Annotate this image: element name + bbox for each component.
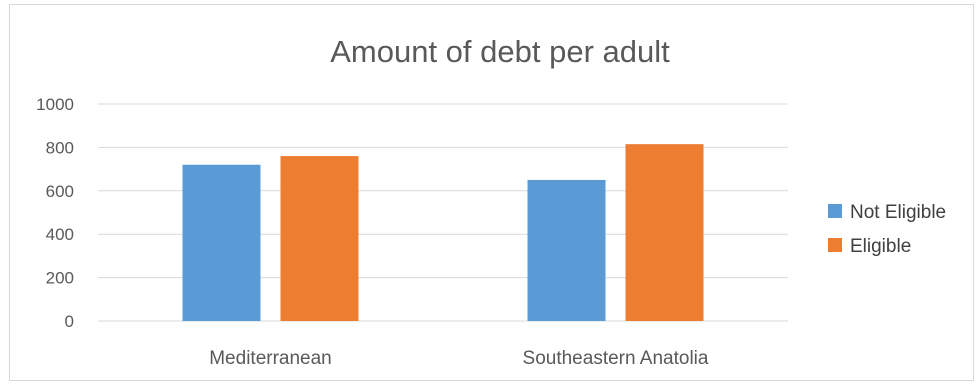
legend-label: Not Eligible bbox=[850, 202, 946, 223]
x-category-label: Southeastern Anatolia bbox=[523, 348, 709, 369]
y-tick-label: 400 bbox=[46, 225, 74, 244]
x-category-label: Mediterranean bbox=[209, 348, 332, 369]
bar-not-eligible-0 bbox=[182, 164, 261, 321]
y-tick-label: 800 bbox=[46, 138, 74, 157]
bar-eligible-1 bbox=[625, 144, 704, 321]
y-tick-label: 1000 bbox=[36, 95, 74, 114]
legend: Not Eligible Eligible bbox=[828, 202, 946, 257]
chart-frame bbox=[9, 4, 974, 381]
bars bbox=[182, 144, 704, 321]
legend-label: Eligible bbox=[850, 236, 911, 257]
legend-swatch bbox=[828, 238, 842, 252]
x-axis-labels: Mediterranean Southeastern Anatolia bbox=[209, 348, 709, 369]
bar-eligible-0 bbox=[280, 156, 359, 321]
y-axis-ticks: 0 200 400 600 800 1000 bbox=[36, 95, 74, 331]
y-tick-label: 600 bbox=[46, 182, 74, 201]
y-tick-label: 0 bbox=[65, 312, 74, 331]
chart-title: Amount of debt per adult bbox=[330, 34, 670, 69]
y-tick-label: 200 bbox=[46, 269, 74, 288]
bar-not-eligible-1 bbox=[527, 179, 606, 321]
legend-swatch bbox=[828, 204, 842, 218]
